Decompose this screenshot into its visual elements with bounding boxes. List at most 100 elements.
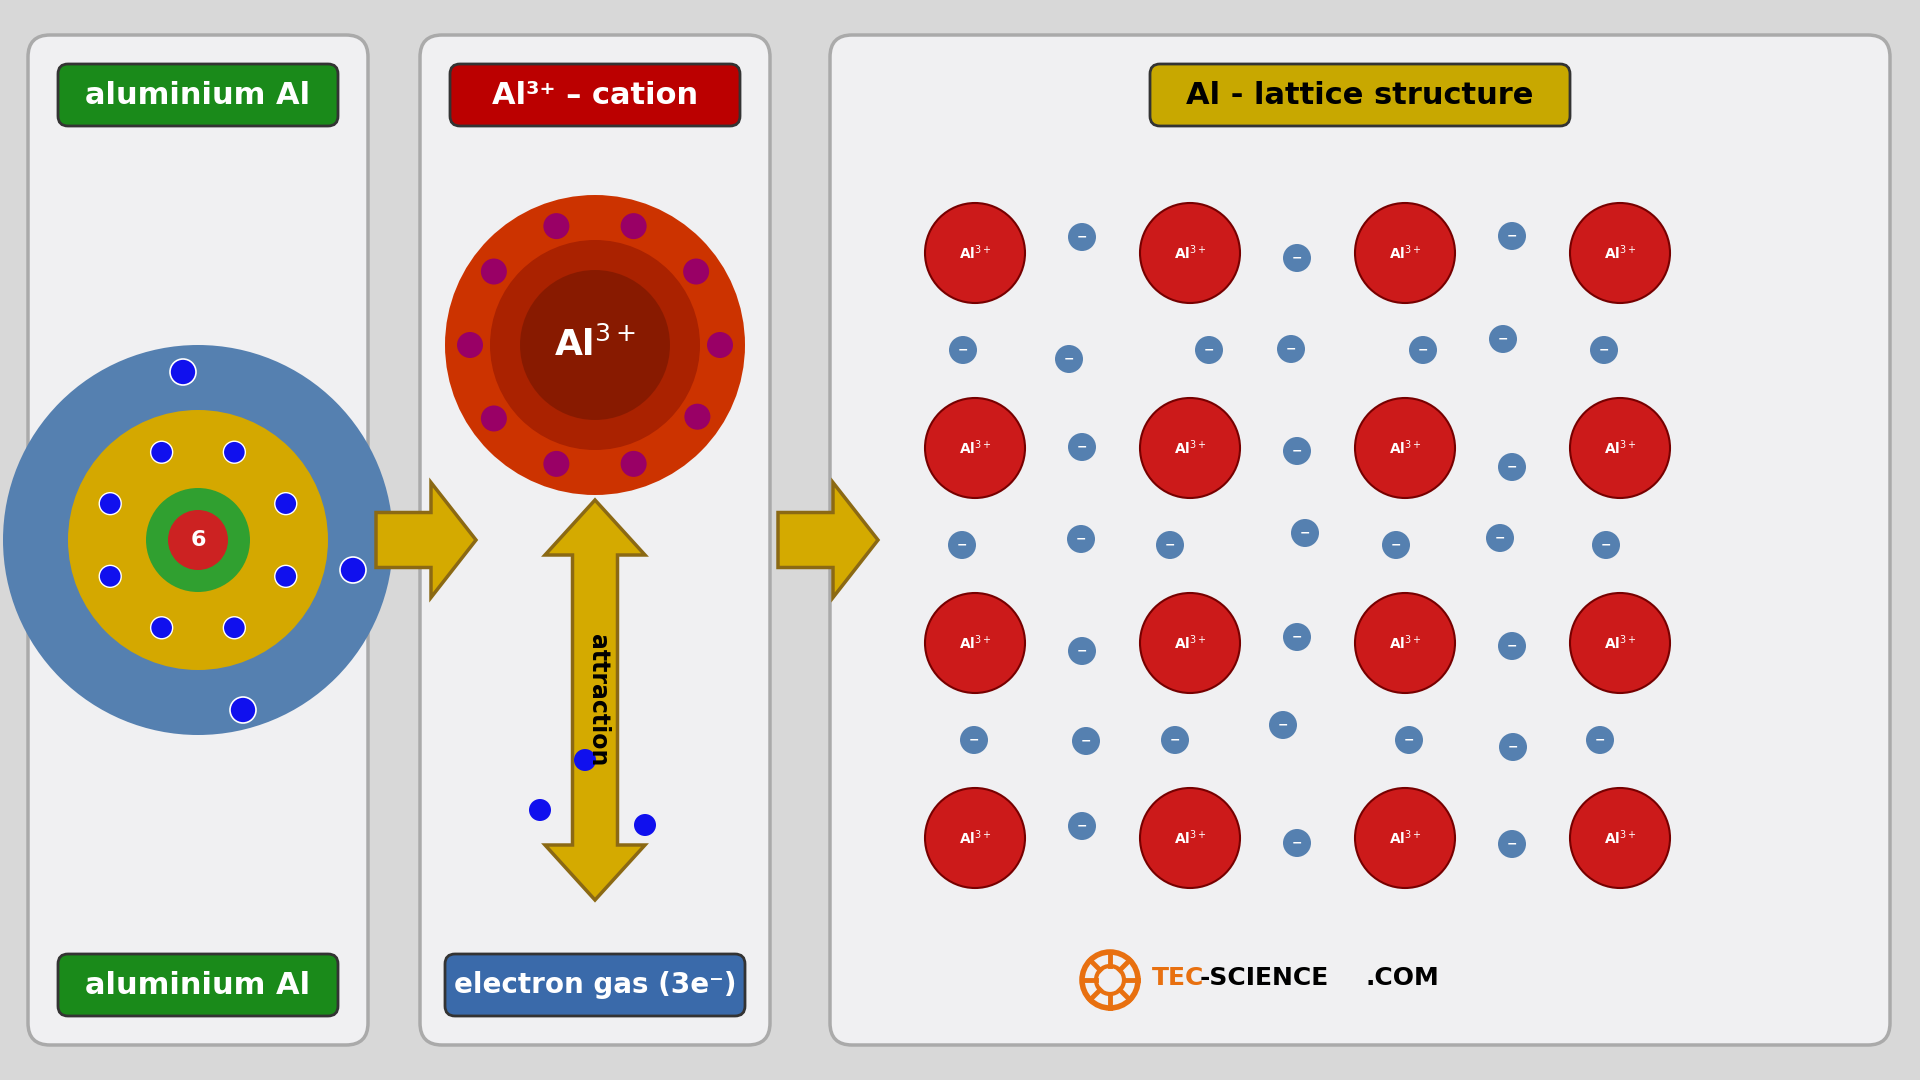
Circle shape [1592, 531, 1620, 559]
Circle shape [1500, 733, 1526, 761]
Circle shape [340, 557, 367, 583]
FancyBboxPatch shape [29, 35, 369, 1045]
Circle shape [4, 345, 394, 735]
Circle shape [925, 203, 1025, 303]
Text: attraction: attraction [586, 634, 611, 766]
Text: −: − [1077, 820, 1087, 833]
Text: Al$^{3+}$: Al$^{3+}$ [555, 327, 636, 363]
Text: −: − [1390, 539, 1402, 552]
FancyBboxPatch shape [58, 64, 338, 126]
Circle shape [1140, 203, 1240, 303]
Text: −: − [1277, 718, 1288, 731]
Text: −: − [1496, 531, 1505, 544]
Circle shape [1194, 336, 1223, 364]
Circle shape [146, 488, 250, 592]
Circle shape [1140, 593, 1240, 693]
Circle shape [230, 697, 255, 723]
Circle shape [684, 258, 708, 284]
Text: −: − [956, 539, 968, 552]
FancyBboxPatch shape [449, 64, 739, 126]
Circle shape [1356, 593, 1455, 693]
Circle shape [960, 726, 989, 754]
Text: Al$^{3+}$: Al$^{3+}$ [958, 244, 991, 262]
Text: electron gas (3e⁻): electron gas (3e⁻) [453, 971, 735, 999]
Text: −: − [1507, 639, 1517, 652]
Circle shape [1490, 325, 1517, 353]
Text: Al$^{3+}$: Al$^{3+}$ [1173, 634, 1206, 652]
Polygon shape [778, 483, 877, 597]
Circle shape [543, 213, 570, 239]
Circle shape [223, 442, 246, 463]
Circle shape [490, 240, 701, 450]
Circle shape [543, 450, 570, 477]
Circle shape [948, 531, 975, 559]
Circle shape [67, 410, 328, 670]
Text: Al$^{3+}$: Al$^{3+}$ [1388, 438, 1421, 457]
Circle shape [1396, 726, 1423, 754]
Circle shape [520, 270, 670, 420]
Text: Al$^{3+}$: Al$^{3+}$ [958, 438, 991, 457]
Text: −: − [1064, 352, 1075, 365]
FancyBboxPatch shape [420, 35, 770, 1045]
Text: −: − [1169, 733, 1181, 746]
Text: Al$^{3+}$: Al$^{3+}$ [1388, 634, 1421, 652]
Circle shape [1571, 593, 1670, 693]
Text: aluminium Al: aluminium Al [84, 81, 311, 109]
Circle shape [1283, 829, 1311, 858]
Text: Al$^{3+}$: Al$^{3+}$ [1603, 244, 1636, 262]
FancyBboxPatch shape [829, 35, 1889, 1045]
Text: −: − [970, 733, 979, 746]
Circle shape [223, 617, 246, 638]
Circle shape [634, 814, 657, 836]
Text: −: − [1596, 733, 1605, 746]
Circle shape [1586, 726, 1615, 754]
Circle shape [1283, 244, 1311, 272]
Circle shape [620, 213, 647, 239]
Circle shape [1356, 399, 1455, 498]
Text: −: − [1075, 532, 1087, 545]
Circle shape [275, 492, 298, 515]
Text: −: − [1204, 343, 1213, 356]
Circle shape [1068, 525, 1094, 553]
Text: −: − [1417, 343, 1428, 356]
Circle shape [530, 799, 551, 821]
Circle shape [574, 750, 595, 771]
Circle shape [1283, 437, 1311, 465]
FancyBboxPatch shape [1150, 64, 1571, 126]
Circle shape [1498, 831, 1526, 858]
Circle shape [169, 510, 228, 570]
Text: −: − [1292, 631, 1302, 644]
Text: TEC: TEC [1152, 966, 1204, 990]
Circle shape [1068, 812, 1096, 840]
Circle shape [1071, 727, 1100, 755]
Text: Al$^{3+}$: Al$^{3+}$ [1603, 438, 1636, 457]
Circle shape [1356, 788, 1455, 888]
Circle shape [445, 195, 745, 495]
Circle shape [1498, 222, 1526, 249]
Circle shape [480, 258, 507, 284]
Circle shape [684, 404, 710, 430]
Circle shape [100, 492, 121, 515]
Text: Al$^{3+}$: Al$^{3+}$ [1173, 828, 1206, 848]
Text: −: − [1404, 733, 1415, 746]
Polygon shape [545, 500, 645, 900]
Circle shape [275, 565, 298, 588]
Text: −: − [1507, 230, 1517, 243]
Circle shape [1382, 531, 1409, 559]
Circle shape [1498, 632, 1526, 660]
Circle shape [100, 565, 121, 588]
FancyBboxPatch shape [445, 954, 745, 1016]
Text: aluminium Al: aluminium Al [84, 971, 311, 999]
Circle shape [1571, 788, 1670, 888]
Circle shape [171, 359, 196, 384]
Circle shape [1162, 726, 1188, 754]
Circle shape [1277, 335, 1306, 363]
Polygon shape [376, 483, 476, 597]
Text: −: − [1498, 333, 1509, 346]
Circle shape [150, 442, 173, 463]
Circle shape [948, 336, 977, 364]
Circle shape [707, 332, 733, 357]
Circle shape [1283, 623, 1311, 651]
Text: −: − [1601, 539, 1611, 552]
Circle shape [1054, 345, 1083, 373]
